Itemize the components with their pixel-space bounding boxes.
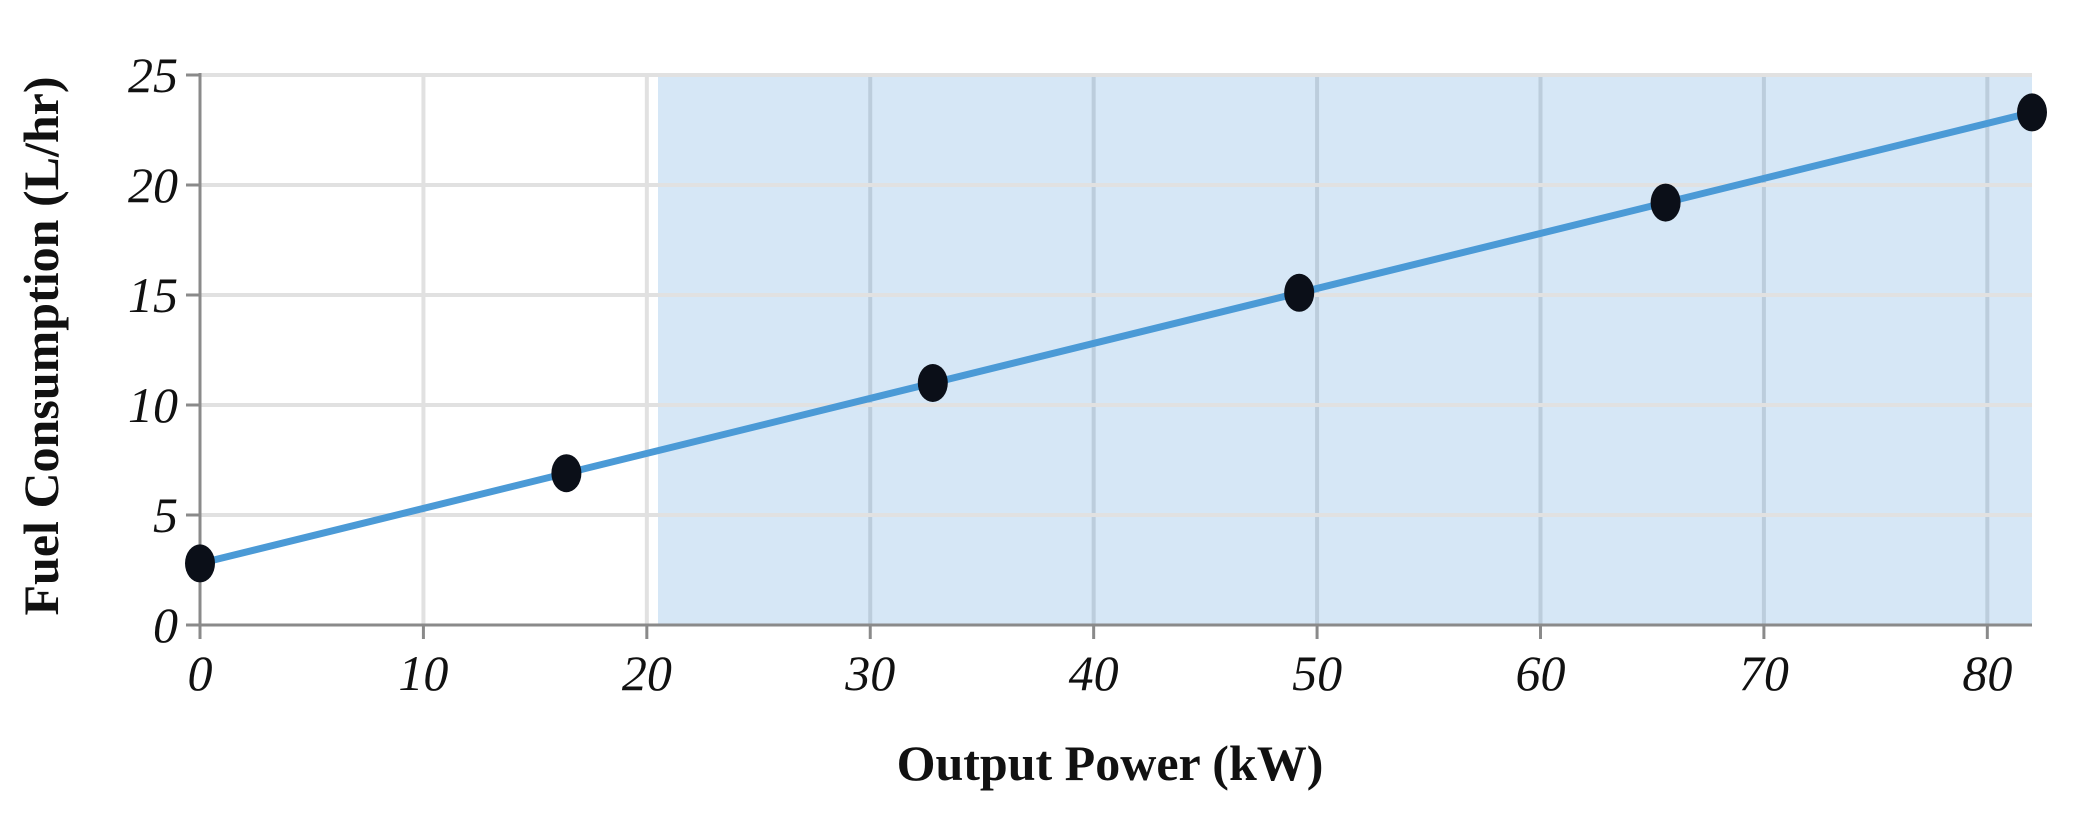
x-tick-label: 40 [1069, 645, 1119, 701]
data-point [1650, 183, 1681, 222]
x-tick-label: 30 [844, 645, 895, 701]
x-tick-label: 70 [1739, 645, 1789, 701]
data-point [185, 544, 215, 583]
x-tick-label: 60 [1515, 645, 1565, 701]
y-axis-title: Fuel Consumption (L/hr) [13, 77, 69, 616]
x-tick-label: 80 [1962, 645, 2012, 701]
y-tick-label: 10 [128, 377, 178, 433]
x-tick-label: 20 [622, 645, 672, 701]
data-point [551, 454, 582, 493]
data-point [917, 364, 948, 402]
x-tick-label: 0 [188, 645, 213, 701]
x-tick-label: 10 [398, 645, 448, 701]
y-tick-labels: 0 5 10 15 20 25 [128, 47, 178, 653]
y-tick-label: 25 [128, 47, 178, 103]
series-line [196, 108, 2036, 567]
y-tick-label: 20 [128, 157, 178, 213]
shaded-region [658, 75, 2032, 625]
y-tick-label: 0 [153, 597, 178, 653]
y-tick-label: 5 [153, 487, 178, 543]
gridlines [200, 73, 2032, 625]
x-tick-labels: 0 10 20 30 40 50 60 70 80 [188, 645, 2013, 701]
x-axis-title: Output Power (kW) [897, 735, 1324, 791]
series-points-group [185, 93, 2047, 583]
y-tick-label: 15 [128, 267, 178, 323]
data-point [1284, 273, 1315, 312]
data-point [2017, 93, 2047, 132]
x-tick-label: 50 [1292, 645, 1342, 701]
series-line-group [196, 108, 2036, 567]
